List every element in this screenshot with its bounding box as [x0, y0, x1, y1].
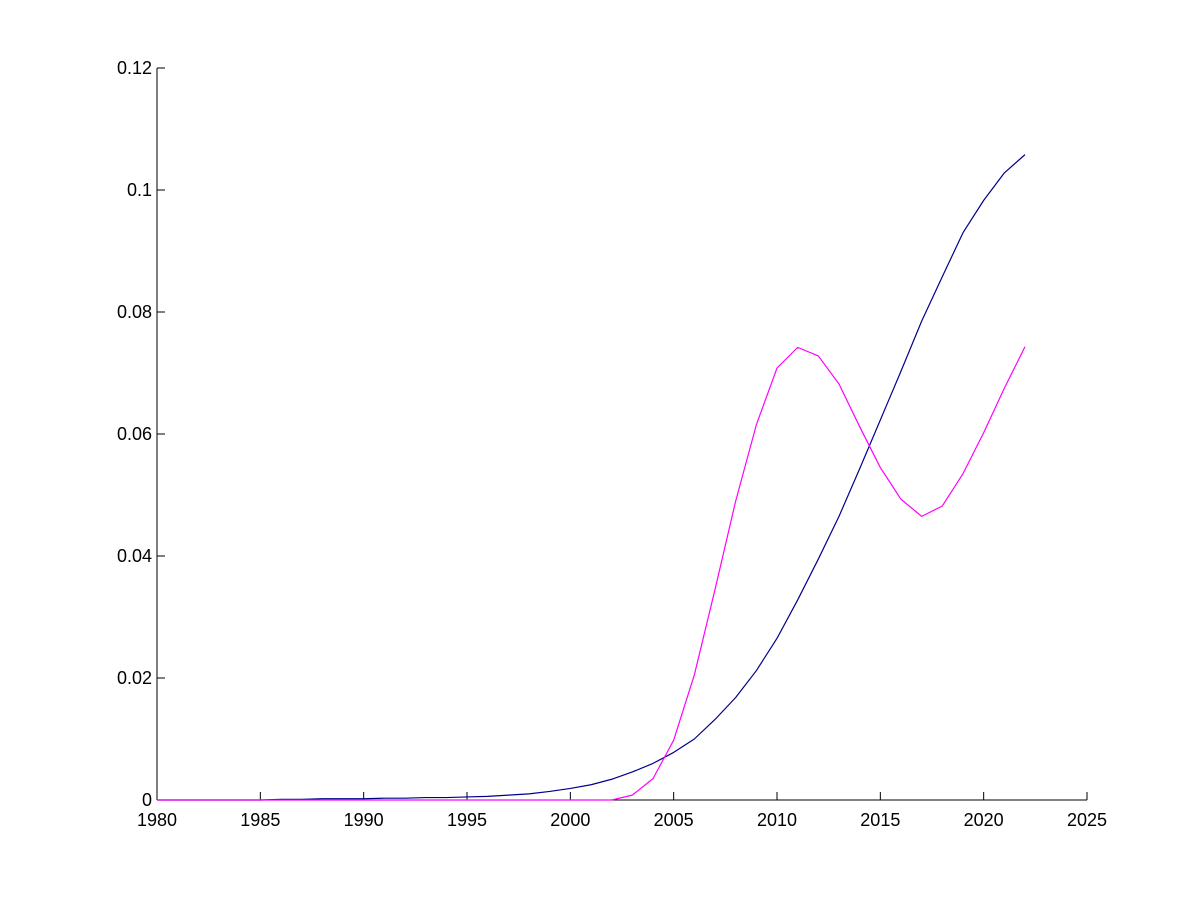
x-tick-label: 2015	[860, 810, 900, 830]
x-tick-label: 1995	[447, 810, 487, 830]
series-line-1	[157, 154, 1026, 801]
x-tick-label: 2020	[964, 810, 1004, 830]
axes: 1980 1985 1990 1995 2000 2005 2010 2015 2020 2025…	[117, 58, 1107, 830]
x-tick-label: 2010	[757, 810, 797, 830]
x-tick-label: 2005	[654, 810, 694, 830]
y-tick-label: 0.08	[117, 302, 152, 322]
x-tick-label: 1990	[344, 810, 384, 830]
y-tick-label: 0.1	[127, 180, 152, 200]
y-tick-label: 0.12	[117, 58, 152, 78]
x-tick-label: 2025	[1067, 810, 1107, 830]
y-tick-label: 0.04	[117, 546, 152, 566]
y-tick-label: 0.02	[117, 668, 152, 688]
x-tick-label: 1985	[240, 810, 280, 830]
x-tick-label: 1980	[137, 810, 177, 830]
series-line-2	[157, 346, 1026, 801]
plot-area	[157, 154, 1026, 801]
y-tick-label: 0	[142, 790, 152, 810]
y-tick-label: 0.06	[117, 424, 152, 444]
x-tick-label: 2000	[550, 810, 590, 830]
